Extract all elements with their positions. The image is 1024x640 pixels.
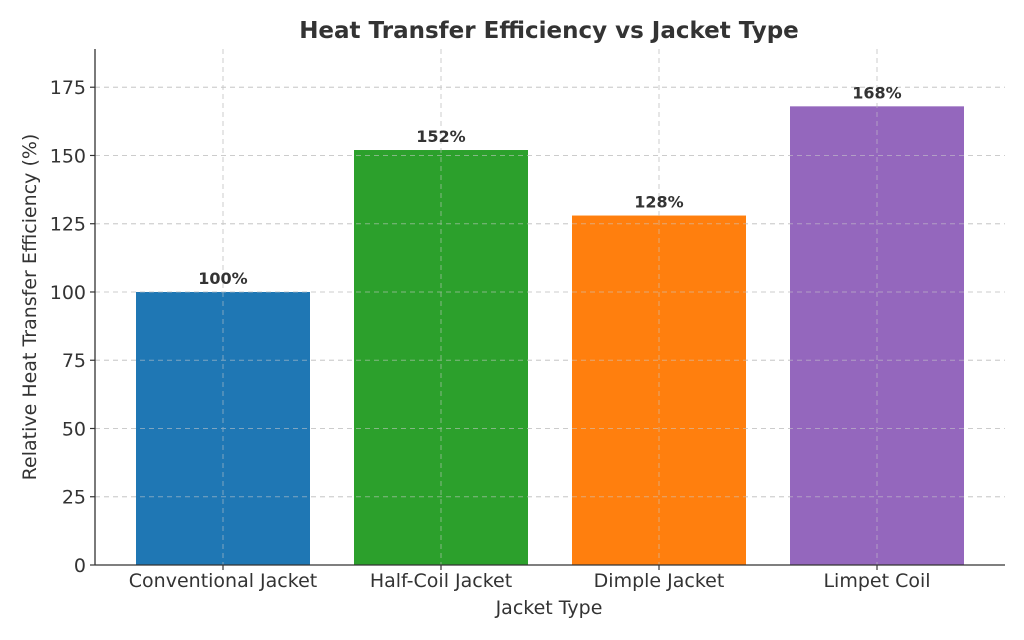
labels: 0 25 50 75 100 125 150 175 Conventional Jacket Ha… — [50, 77, 931, 592]
y-tick-label: 100 — [50, 282, 86, 304]
bar — [790, 106, 964, 565]
y-axis-label: Relative Heat Transfer Efficiency (%) — [19, 134, 41, 481]
chart-title: Heat Transfer Efficiency vs Jacket Type — [299, 18, 799, 44]
y-tick-label: 75 — [62, 350, 86, 372]
x-axis-label: Jacket Type — [495, 597, 603, 619]
x-tick-label: Conventional Jacket — [129, 570, 317, 592]
y-tick-label: 50 — [62, 418, 86, 440]
axes — [90, 49, 1005, 570]
y-tick-label: 25 — [62, 487, 86, 509]
x-tick-label: Half-Coil Jacket — [370, 570, 512, 592]
data-label: 152% — [416, 127, 465, 146]
y-tick-label: 150 — [50, 145, 86, 167]
y-tick-label: 175 — [50, 77, 86, 99]
y-tick-label: 125 — [50, 214, 86, 236]
x-tick-label: Limpet Coil — [823, 570, 930, 592]
grid-overlay — [95, 49, 1005, 565]
bars — [95, 49, 1005, 566]
x-tick-label: Dimple Jacket — [594, 570, 725, 592]
data-label: 168% — [852, 83, 901, 102]
y-tick-label: 0 — [74, 555, 86, 577]
data-label: 100% — [198, 269, 247, 288]
data-label: 128% — [634, 193, 683, 212]
bar — [572, 215, 746, 566]
